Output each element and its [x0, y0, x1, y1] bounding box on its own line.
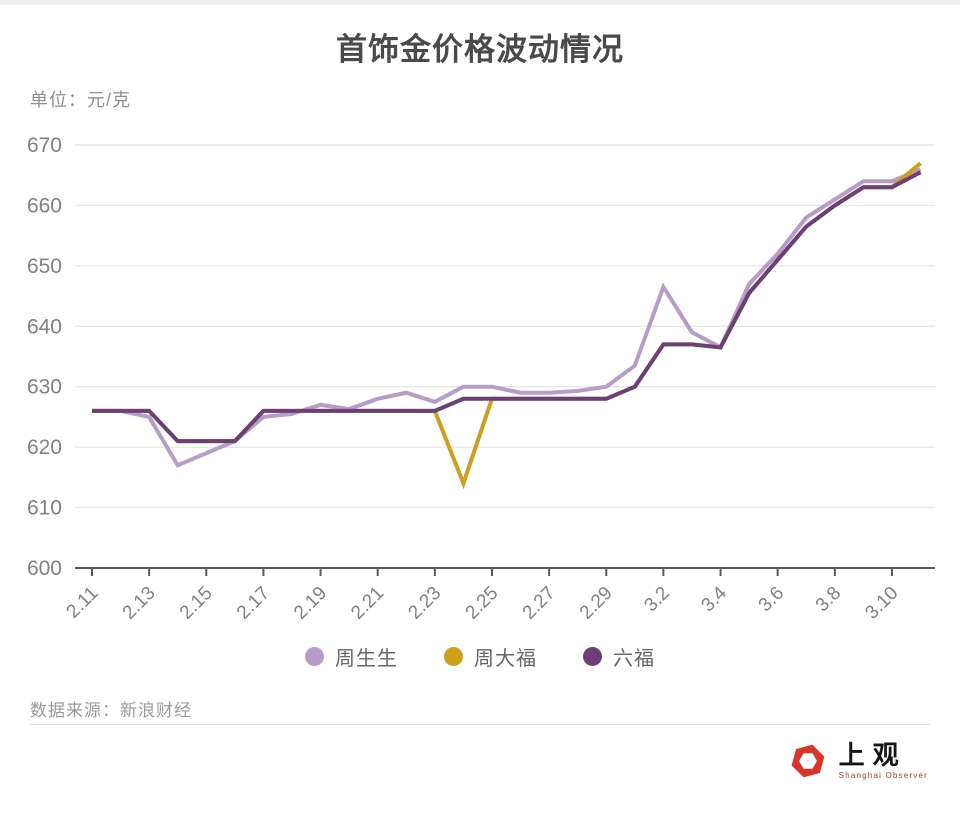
y-tick-label: 660: [27, 194, 62, 217]
top-strip: [0, 0, 960, 5]
x-tick-label: 3.2: [640, 583, 674, 617]
series-line-周大福: [92, 161, 922, 490]
x-tick-label: 2.15: [176, 583, 217, 624]
x-tick-label: 2.19: [290, 583, 331, 624]
y-tick-label: 630: [27, 376, 62, 399]
unit-label: 单位：元/克: [30, 90, 132, 110]
line-chart: 600 610 620 630 640 650 660 670 2.11 2.13 2.15 2.17…: [27, 134, 935, 624]
x-tick-label: 2.25: [462, 583, 503, 624]
y-tick-label: 670: [27, 134, 62, 157]
legend-label: 六福: [613, 647, 655, 670]
y-tick-label: 610: [27, 497, 62, 520]
y-tick-label: 600: [27, 557, 62, 580]
legend-item: 周大福: [444, 642, 537, 671]
legend-dot-icon: [583, 646, 602, 666]
series-line-周生生: [92, 167, 922, 468]
x-tick-label: 2.27: [519, 583, 560, 624]
x-tick-label: 3.8: [812, 583, 846, 617]
y-tick-label: 640: [27, 315, 62, 338]
legend-label: 周生生: [335, 647, 398, 670]
legend-dot-icon: [305, 646, 324, 666]
legend-item: 六福: [583, 642, 655, 671]
x-tick-label: 2.11: [63, 583, 103, 623]
legend-dot-icon: [444, 646, 463, 666]
x-tick-label: 3.6: [755, 583, 789, 617]
x-tick-label: 2.13: [119, 583, 160, 624]
legend-item: 周生生: [305, 642, 398, 671]
footer-divider: [30, 724, 930, 725]
x-tick-label: 2.17: [233, 583, 274, 624]
shanghai-observer-logo: 上观 Shanghai Observer: [790, 742, 928, 780]
x-tick-label: 3.10: [861, 583, 902, 624]
y-tick-label: 620: [27, 436, 62, 459]
chart-legend: 周生生 周大福 六福: [0, 636, 960, 676]
legend-label: 周大福: [474, 647, 537, 670]
logo-hexagon-icon: [791, 744, 825, 778]
y-tick-label: 650: [27, 255, 62, 278]
series-line-六福: [92, 170, 922, 444]
data-source-label: 数据来源：新浪财经: [30, 701, 192, 720]
page-title: 首饰金价格波动情况: [336, 32, 624, 67]
x-tick-label: 2.23: [404, 583, 445, 624]
logo-subtext: Shanghai Observer: [838, 771, 928, 780]
x-tick-label: 2.21: [347, 583, 388, 624]
x-tick-label: 3.4: [698, 582, 732, 616]
logo-text-column: 上观 Shanghai Observer: [838, 741, 928, 781]
logo-text: 上观: [838, 741, 907, 770]
x-tick-label: 2.29: [576, 583, 617, 624]
